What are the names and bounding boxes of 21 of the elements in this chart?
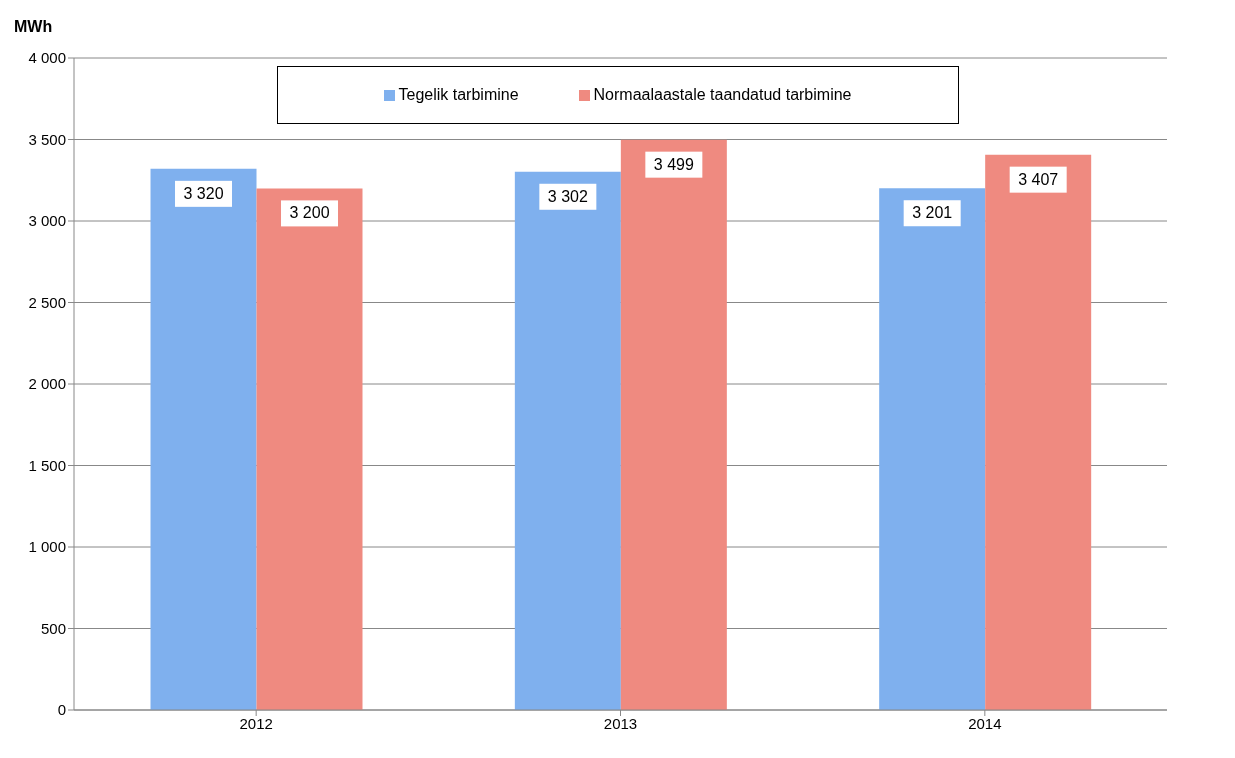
x-tick-label: 2013 (603, 714, 638, 732)
y-tick-label: 0 (57, 701, 66, 719)
y-tick-label: 1 500 (28, 456, 66, 474)
data-label: 3 499 (653, 155, 694, 173)
legend-label: Tegelik tarbimine (398, 86, 519, 104)
legend-label: Normaalaastale taandatud tarbimine (593, 86, 852, 104)
data-label: 3 407 (1018, 170, 1059, 188)
y-tick-label: 4 000 (28, 49, 66, 67)
y-tick-label: 2 500 (28, 293, 66, 311)
y-tick-label: 2 000 (28, 375, 66, 393)
data-label: 3 302 (547, 187, 588, 205)
x-tick-label: 2012 (239, 714, 273, 732)
data-label: 3 201 (912, 204, 953, 222)
y-tick-label: 500 (40, 619, 66, 637)
y-tick-label: 1 000 (28, 538, 66, 556)
y-axis-title: MWh (14, 18, 53, 36)
y-tick-label: 3 000 (28, 212, 66, 230)
y-tick-label: 3 500 (28, 130, 66, 148)
data-label: 3 200 (289, 204, 330, 222)
data-label: 3 320 (183, 184, 224, 202)
x-tick-label: 2014 (968, 714, 1002, 732)
